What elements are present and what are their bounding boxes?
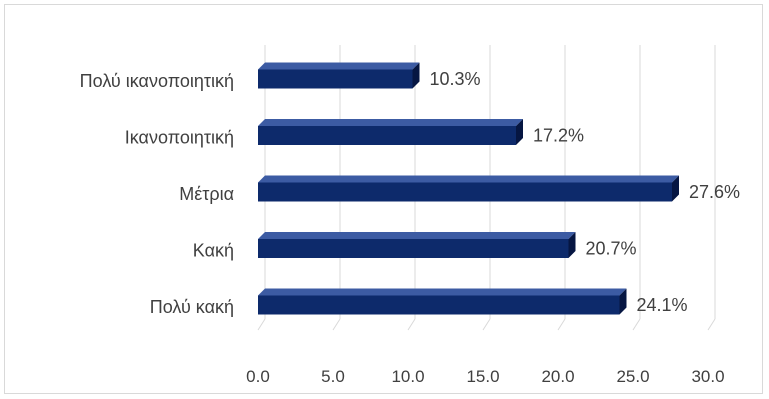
gridline-floor <box>632 318 641 331</box>
bar <box>258 69 413 89</box>
bar <box>258 239 569 258</box>
x-tick-label: 25.0 <box>616 367 649 386</box>
gridline-floor <box>707 318 716 331</box>
bar <box>258 295 620 315</box>
bars <box>258 62 679 315</box>
category-label: Ικανοποιητική <box>125 128 234 148</box>
x-tick-label: 0.0 <box>246 367 270 386</box>
bar-side <box>672 175 679 202</box>
bar-side <box>412 62 420 89</box>
gridline-floor <box>407 318 416 331</box>
category-label: Κακή <box>193 241 234 261</box>
bar-side <box>516 119 523 145</box>
gridline-floor <box>557 318 566 331</box>
data-label: 10.3% <box>430 69 481 89</box>
bar-top <box>258 288 627 296</box>
bar-top <box>258 175 679 183</box>
bar-chart: 0.0 5.0 10.0 15.0 20.0 25.0 30.0 Πολύ ικανοποιη… <box>80 45 740 386</box>
gridline-floor <box>257 318 266 331</box>
bar-top <box>258 232 576 239</box>
gridline-floor <box>332 318 341 331</box>
data-label: 20.7% <box>586 239 637 259</box>
bar <box>258 182 672 202</box>
data-label: 24.1% <box>637 295 688 315</box>
data-label: 27.6% <box>689 182 740 202</box>
x-tick-label: 10.0 <box>391 367 424 386</box>
x-tick-label: 15.0 <box>466 367 499 386</box>
category-label: Πολύ ικανοποιητική <box>80 71 234 91</box>
bar <box>258 126 516 145</box>
bar-top <box>258 62 420 70</box>
bar-top <box>258 119 523 126</box>
x-tick-label: 5.0 <box>321 367 345 386</box>
category-label: Μέτρια <box>179 184 234 204</box>
data-label: 17.2% <box>533 126 584 146</box>
bar-side <box>619 288 627 315</box>
chart-frame: 0.0 5.0 10.0 15.0 20.0 25.0 30.0 Πολύ ικανοποιη… <box>4 4 763 394</box>
x-tick-label: 20.0 <box>541 367 574 386</box>
x-tick-label: 30.0 <box>691 367 724 386</box>
gridline-floor <box>482 318 491 331</box>
labels: 0.0 5.0 10.0 15.0 20.0 25.0 30.0 Πολύ ικανοποιη… <box>80 69 740 386</box>
bar-side <box>568 232 576 258</box>
category-label: Πολύ κακή <box>150 297 234 317</box>
